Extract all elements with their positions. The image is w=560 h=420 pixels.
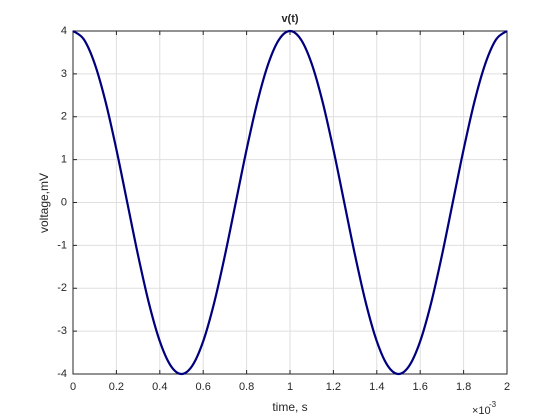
x-tick-label: 1.4 xyxy=(369,381,384,393)
y-tick-label: 4 xyxy=(61,25,67,37)
y-axis-label: voltage,mV xyxy=(37,173,51,233)
x-tick-label: 0.8 xyxy=(239,381,254,393)
y-tick-label: 0 xyxy=(61,196,67,208)
y-tick-label: 2 xyxy=(61,111,67,123)
y-tick-label: -4 xyxy=(57,368,67,380)
x-tick-label: 1.8 xyxy=(456,381,471,393)
x-axis-label: time, s xyxy=(272,400,307,414)
x-tick-label: 1.2 xyxy=(326,381,341,393)
x-tick-label: 0.2 xyxy=(109,381,124,393)
y-tick-label: -1 xyxy=(57,239,67,251)
y-tick-label: -2 xyxy=(57,282,67,294)
x-tick-label: 2 xyxy=(504,381,510,393)
data-line xyxy=(72,29,508,376)
y-tick-label: 3 xyxy=(61,68,67,80)
x-tick-label: 1 xyxy=(287,381,293,393)
x-multiplier-exponent: -3 xyxy=(489,400,497,409)
chart-title: v(t) xyxy=(281,13,298,25)
x-tick-label: 0.4 xyxy=(152,381,167,393)
y-tick-label: -3 xyxy=(57,325,67,337)
y-tick-label: 1 xyxy=(61,154,67,166)
x-multiplier: ×10 xyxy=(472,405,491,417)
x-tick-label: 1.6 xyxy=(413,381,428,393)
x-tick-label: 0 xyxy=(70,381,76,393)
x-tick-label: 0.6 xyxy=(196,381,211,393)
